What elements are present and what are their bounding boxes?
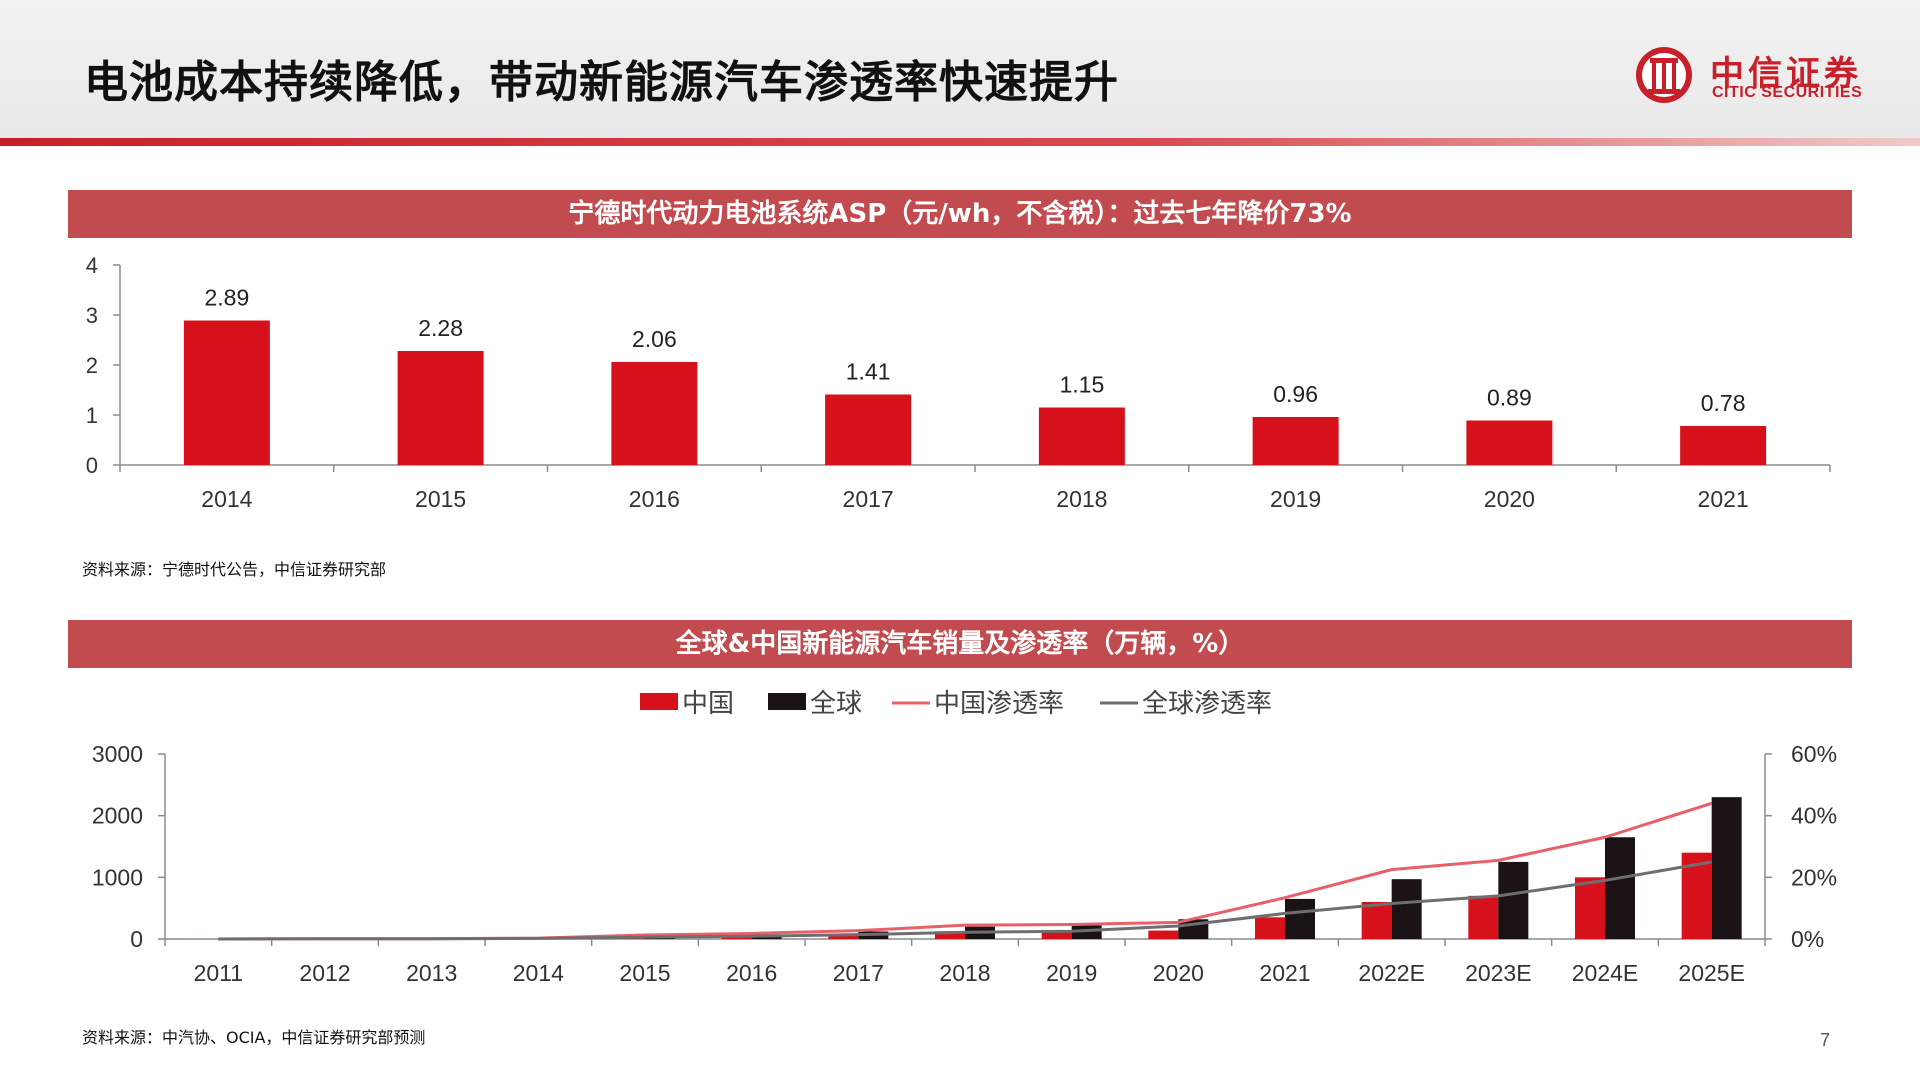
section2-source: 资料来源：中汽协、OCIA，中信证券研究部预测	[82, 1028, 426, 1047]
page-header: 电池成本持续降低，带动新能源汽车渗透率快速提升 中信证券 CITIC SECUR…	[0, 0, 1920, 138]
x-tick-label: 2014	[513, 960, 564, 986]
section1-source: 资料来源：宁德时代公告，中信证券研究部	[82, 560, 387, 579]
x-tick-label: 2020	[1484, 486, 1535, 512]
series-line	[218, 860, 1712, 941]
x-tick-label: 2021	[1698, 486, 1749, 512]
x-tick-label: 2017	[843, 486, 894, 512]
bar-value-label: 1.15	[1059, 372, 1104, 398]
asp-bar-chart: 0 1 2 3 4 2.89 2014 2.28 2015 2.06 2016 1.41 2017 1.1…	[86, 253, 1831, 512]
y-tick-label: 2	[86, 353, 98, 378]
section2-title: 全球&中国新能源汽车销量及渗透率（万辆，%）	[675, 629, 1245, 659]
section1-title-bar: 宁德时代动力电池系统ASP（元/wh，不含税）：过去七年降价73%	[68, 190, 1852, 238]
y-right-tick-label: 40%	[1791, 803, 1837, 829]
x-tick-label: 2023E	[1465, 960, 1532, 986]
bar-value-label: 2.28	[418, 315, 463, 341]
x-tick-label: 2015	[619, 960, 670, 986]
y-tick-label: 4	[86, 253, 98, 278]
legend-swatch	[640, 693, 678, 710]
x-tick-label: 2015	[415, 486, 466, 512]
bar-value-label: 0.89	[1487, 385, 1532, 411]
bar	[1468, 895, 1499, 939]
bar	[1575, 877, 1605, 939]
bar	[1038, 407, 1125, 465]
x-tick-label: 2012	[299, 960, 350, 986]
bar	[828, 934, 859, 939]
x-tick-label: 2025E	[1678, 960, 1745, 986]
x-tick-label: 2013	[406, 960, 457, 986]
bar	[1498, 861, 1529, 939]
header-accent-line	[0, 138, 1920, 146]
legend-swatch	[768, 693, 806, 710]
bar-value-label: 0.78	[1701, 390, 1746, 416]
page-number: 7	[1820, 1030, 1831, 1050]
y-left-tick-label: 2000	[92, 803, 143, 829]
bar	[1391, 879, 1422, 939]
bar	[935, 931, 965, 939]
legend-label: 中国	[682, 689, 734, 719]
legend-label: 全球	[810, 689, 862, 719]
y-tick-label: 1	[86, 403, 98, 428]
y-tick-label: 3	[86, 303, 98, 328]
logo-text-en: CITIC SECURITIES	[1712, 84, 1863, 101]
y-right-tick-label: 60%	[1791, 741, 1837, 767]
bar	[1605, 837, 1635, 939]
x-tick-label: 2020	[1153, 960, 1204, 986]
x-tick-label: 2016	[726, 960, 777, 986]
citic-logo: 中信证券 CITIC SECURITIES	[1630, 44, 1890, 106]
section2-title-bar: 全球&中国新能源汽车销量及渗透率（万辆，%）	[68, 620, 1852, 668]
x-tick-label: 2011	[194, 960, 243, 986]
bar-value-label: 0.96	[1273, 381, 1318, 407]
y-left-tick-label: 0	[130, 926, 143, 952]
bar	[825, 394, 912, 465]
citic-emblem-icon	[1636, 47, 1692, 103]
y-right-tick-label: 20%	[1791, 864, 1837, 890]
logo-text-cn: 中信证券	[1710, 54, 1862, 94]
bar	[1711, 797, 1742, 939]
y-left-tick-label: 1000	[92, 864, 143, 890]
legend-label: 全球渗透率	[1142, 689, 1272, 719]
x-tick-label: 2017	[833, 960, 884, 986]
bar	[1361, 902, 1392, 939]
bar	[1041, 931, 1072, 939]
x-tick-label: 2022E	[1358, 960, 1425, 986]
x-tick-label: 2014	[201, 486, 252, 512]
legend-label: 中国渗透率	[934, 689, 1064, 719]
bar	[1252, 417, 1339, 465]
x-tick-label: 2016	[629, 486, 680, 512]
x-tick-label: 2024E	[1572, 960, 1639, 986]
y-right-tick-label: 0%	[1791, 926, 1824, 952]
x-tick-label: 2019	[1270, 486, 1321, 512]
bar	[611, 362, 698, 465]
bar	[183, 320, 270, 465]
bar-value-label: 2.06	[632, 326, 677, 352]
bar	[1285, 898, 1315, 939]
y-left-tick-label: 3000	[92, 741, 143, 767]
x-tick-label: 2018	[939, 960, 990, 986]
bar	[1148, 930, 1179, 939]
bar-value-label: 2.89	[204, 285, 249, 311]
bar	[397, 351, 484, 465]
section1-title: 宁德时代动力电池系统ASP（元/wh，不含税）：过去七年降价73%	[568, 199, 1352, 229]
ev-sales-combo-chart: 中国 全球 中国渗透率 全球渗透率 0 1000 2000 3000 0% 20% 40% 60% 20…	[92, 689, 1837, 986]
page-title: 电池成本持续降低，带动新能源汽车渗透率快速提升	[84, 57, 1119, 108]
bar-value-label: 1.41	[846, 359, 891, 385]
x-tick-label: 2018	[1056, 486, 1107, 512]
bar	[1680, 426, 1767, 465]
y-tick-label: 0	[86, 453, 98, 478]
bar	[1466, 420, 1553, 465]
bar	[1255, 917, 1285, 939]
x-tick-label: 2019	[1046, 960, 1097, 986]
x-tick-label: 2021	[1259, 960, 1310, 986]
